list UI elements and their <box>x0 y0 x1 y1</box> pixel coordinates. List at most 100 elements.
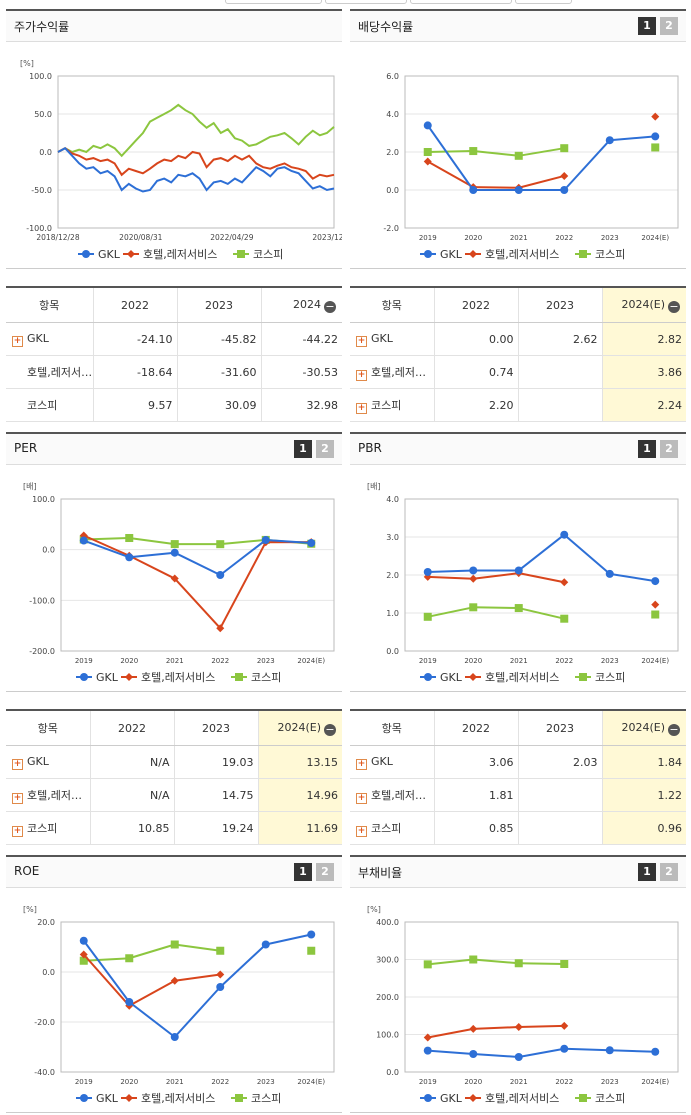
view-2-button[interactable]: 2 <box>660 17 678 35</box>
legend-item[interactable]: 코스피 <box>233 248 283 261</box>
data-point <box>216 970 225 979</box>
table-cell: 0.96 <box>601 811 686 845</box>
data-point <box>560 144 569 153</box>
data-point <box>423 148 432 156</box>
panel-header: PBR 1 2 <box>350 432 686 465</box>
row-label-text: 호텔,레저서비스 <box>371 788 434 802</box>
expand-plus-icon[interactable]: + <box>356 402 367 414</box>
series-line-0 <box>57 146 335 193</box>
view-2-button[interactable]: 2 <box>316 863 334 881</box>
column-header-item: 항목 <box>350 286 434 323</box>
legend-item[interactable]: 호텔,레저서비스 <box>465 1092 559 1105</box>
x-tick-label: 2022 <box>555 657 573 665</box>
legend-item[interactable]: GKL <box>420 248 463 261</box>
legend-item[interactable]: GKL <box>78 248 121 261</box>
expand-plus-icon[interactable]: + <box>12 825 23 837</box>
expand-plus-icon[interactable]: + <box>356 825 367 837</box>
data-point <box>514 186 523 194</box>
legend-item[interactable]: 코스피 <box>231 671 281 684</box>
series-line-segment <box>219 541 267 629</box>
expand-plus-icon[interactable]: + <box>12 758 23 770</box>
expand-plus-icon[interactable]: + <box>356 335 367 347</box>
legend-item[interactable]: 코스피 <box>575 1092 625 1105</box>
series-line-segment <box>427 160 474 189</box>
y-tick-label: 20.0 <box>37 918 55 927</box>
legend-item[interactable]: GKL <box>420 671 463 684</box>
data-point <box>79 536 88 545</box>
legend-item[interactable]: 호텔,레저서비스 <box>123 248 217 261</box>
expand-plus-icon[interactable]: + <box>356 792 367 804</box>
view-2-button[interactable]: 2 <box>316 440 334 458</box>
collapse-icon[interactable]: − <box>324 722 336 736</box>
top-button-1[interactable] <box>225 0 322 4</box>
legend-marker <box>424 250 432 258</box>
expand-plus-icon[interactable]: + <box>12 792 23 804</box>
series-line-segment <box>427 575 474 580</box>
legend-item[interactable]: 호텔,레저서비스 <box>121 1092 215 1105</box>
data-point <box>216 571 225 579</box>
table-cell: 1.22 <box>601 778 686 812</box>
view-2-button[interactable]: 2 <box>660 863 678 881</box>
legend-item[interactable]: 호텔,레저서비스 <box>465 671 559 684</box>
y-unit-label: [%] <box>367 905 381 914</box>
legend-item[interactable]: 호텔,레저서비스 <box>121 671 215 684</box>
collapse-icon[interactable]: − <box>668 722 680 736</box>
y-tick-label: -2.0 <box>383 224 399 233</box>
table-row: + 호텔,레저서비스0.74 3.86 <box>350 355 686 389</box>
row-label: + GKL <box>6 745 90 779</box>
series-line-segment <box>518 607 565 620</box>
x-tick-label: 2022 <box>555 234 573 242</box>
legend-item[interactable]: GKL <box>76 1092 119 1105</box>
data-point <box>469 574 478 583</box>
table-row: + GKL N/A 19.03 13.15 <box>6 745 342 779</box>
row-label-text: GKL <box>371 331 393 345</box>
roe-chart: [%]20.0 0.0 -20.0 -40.0 2019 2020 2021 2022 2023… <box>23 905 335 1105</box>
y-tick-label: 300.0 <box>376 956 399 965</box>
series-line-segment <box>609 572 656 583</box>
table-cell: 2.20 <box>433 388 518 422</box>
expand-plus-icon[interactable]: + <box>356 369 367 381</box>
series-line-segment <box>174 986 221 1038</box>
top-button-3[interactable] <box>410 0 512 4</box>
view-2-button[interactable]: 2 <box>660 440 678 458</box>
legend-item[interactable]: 코스피 <box>575 671 625 684</box>
view-1-button[interactable]: 1 <box>638 17 656 35</box>
data-point <box>560 960 569 968</box>
row-label-text: 코스피 <box>371 821 402 835</box>
row-label-text: GKL <box>27 331 49 345</box>
y-tick-label: 0.0 <box>42 546 55 555</box>
series-line-segment <box>83 957 130 962</box>
series-line-segment <box>518 174 565 189</box>
series-line-1 <box>57 147 335 180</box>
view-1-button[interactable]: 1 <box>638 863 656 881</box>
legend-item[interactable]: GKL <box>420 1092 463 1105</box>
expand-plus-icon[interactable]: + <box>12 335 23 347</box>
y-unit-label: [배] <box>367 482 381 491</box>
table-cell: 3.06 <box>433 745 518 779</box>
row-label: + 코스피 <box>350 811 434 845</box>
table-cell: 10.85 <box>89 811 174 845</box>
data-point <box>216 983 225 991</box>
legend-item[interactable]: GKL <box>76 671 119 684</box>
legend-label: 호텔,레저서비스 <box>141 1092 215 1105</box>
row-label: + GKL <box>6 322 93 356</box>
top-button-2[interactable] <box>325 0 407 4</box>
panel-header: 부채비율 1 2 <box>350 855 686 888</box>
panel-title: 배당수익률 <box>358 20 414 34</box>
plot-area <box>60 921 335 1073</box>
collapse-icon[interactable]: − <box>324 299 336 313</box>
legend-item[interactable]: 호텔,레저서비스 <box>465 248 559 261</box>
view-1-button[interactable]: 1 <box>294 863 312 881</box>
collapse-icon[interactable]: − <box>668 299 680 313</box>
data-point <box>216 540 225 549</box>
view-1-button[interactable]: 1 <box>638 440 656 458</box>
view-1-button[interactable]: 1 <box>294 440 312 458</box>
column-header-year: 2023 <box>173 709 258 746</box>
legend-item[interactable]: 코스피 <box>231 1092 281 1105</box>
expand-plus-icon[interactable]: + <box>356 758 367 770</box>
legend-label: 호텔,레저서비스 <box>485 248 559 261</box>
y-tick-label: 1.0 <box>386 609 399 618</box>
x-tick-label: 2022 <box>211 657 229 665</box>
top-button-4[interactable] <box>515 0 572 4</box>
legend-item[interactable]: 코스피 <box>575 248 625 261</box>
